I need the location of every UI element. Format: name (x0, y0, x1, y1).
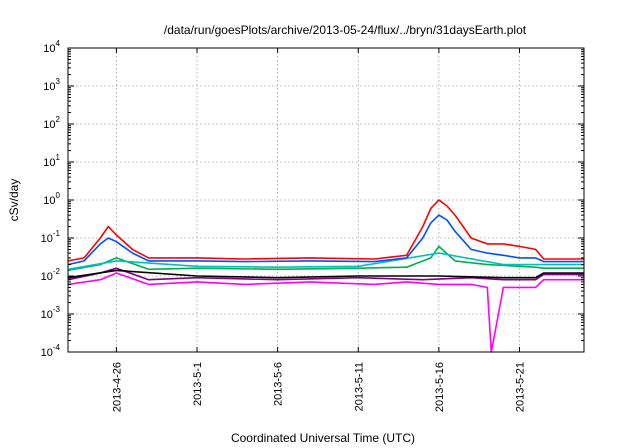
series-line-7 (67, 214, 584, 266)
y-tick-base: 10 (43, 119, 55, 131)
y-tick-label: 104 (43, 39, 60, 55)
y-tick-exponent: 1 (56, 153, 61, 162)
y-tick-label: 100 (43, 191, 60, 207)
y-tick-label: 10-4 (41, 343, 61, 359)
x-tick-label: 2013-5-6 (273, 362, 285, 406)
series-line-5 (67, 252, 584, 271)
y-tick-base: 10 (41, 271, 53, 283)
y-tick-exponent: 0 (56, 191, 61, 200)
y-tick-label: 10-3 (41, 305, 61, 321)
y-tick-label: 10-2 (41, 267, 61, 283)
y-tick-exponent: -4 (53, 343, 61, 352)
y-tick-label: 102 (43, 115, 60, 131)
y-tick-exponent: -1 (53, 229, 61, 238)
y-tick-exponent: 3 (56, 77, 61, 86)
y-tick-exponent: -2 (53, 267, 61, 276)
x-tick-label: 2013-4-26 (111, 362, 123, 412)
y-tick-base: 10 (43, 81, 55, 93)
y-tick-label: 103 (43, 77, 60, 93)
y-tick-base: 10 (43, 195, 55, 207)
y-tick-base: 10 (43, 157, 55, 169)
x-tick-label: 2013-5-11 (353, 362, 365, 411)
y-tick-exponent: -3 (53, 305, 61, 314)
series-layer (67, 199, 584, 353)
x-tick-label: 2013-5-1 (192, 362, 204, 406)
x-tick-label: 2013-5-21 (515, 362, 527, 412)
series-line-3 (67, 269, 584, 279)
ticks (68, 47, 584, 353)
series-line-2 (67, 267, 584, 281)
y-tick-exponent: 2 (56, 115, 61, 124)
grid (68, 48, 584, 352)
y-tick-exponent: 4 (56, 39, 61, 48)
y-axis-label: cSv/day (7, 179, 21, 222)
x-tick-label: 2013-5-16 (434, 362, 446, 412)
y-tick-base: 10 (41, 309, 53, 321)
chart-title: /data/run/goesPlots/archive/2013-05-24/f… (164, 23, 527, 37)
y-tick-base: 10 (43, 43, 55, 55)
y-tick-base: 10 (41, 233, 53, 245)
series-line-4 (67, 245, 584, 272)
y-tick-label: 101 (43, 153, 60, 169)
x-tick-labels: 2013-4-26 2013-5-1 2013-5-6 2013-5-11 2013-5… (111, 362, 526, 412)
x-axis-label: Coordinated Universal Time (UTC) (231, 431, 415, 445)
y-tick-base: 10 (41, 347, 53, 359)
series-line-6 (67, 199, 584, 262)
series-line-1 (67, 272, 584, 353)
y-tick-label: 10-1 (41, 229, 61, 245)
